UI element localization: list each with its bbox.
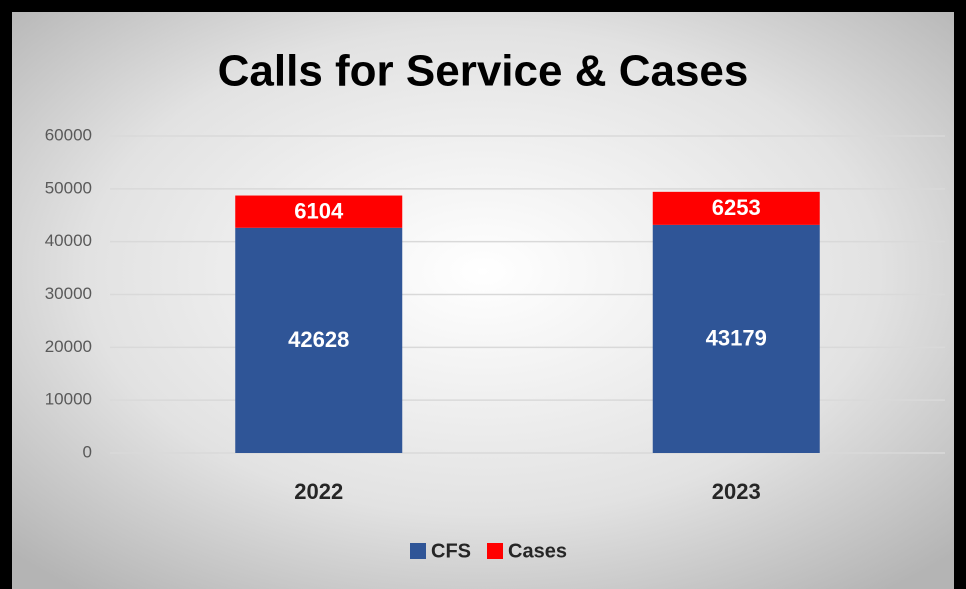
y-tick-label: 40000 [45,231,92,250]
legend-label: CFS [431,540,471,562]
legend-swatch [410,543,426,559]
y-tick-label: 10000 [45,390,92,409]
y-tick-label: 20000 [45,337,92,356]
chart-title: Calls for Service & Cases [218,47,749,96]
x-tick-label: 2023 [712,479,761,504]
y-tick-label: 50000 [45,178,92,197]
legend-label: Cases [508,540,567,562]
bar-segment [652,191,820,225]
data-label: 6104 [294,198,344,223]
data-label: 6253 [712,195,761,220]
y-tick-label: 60000 [45,125,92,144]
data-label: 43179 [706,326,767,351]
bar-segment [235,227,403,453]
data-label: 42628 [288,327,349,352]
bar-segment [235,195,403,228]
y-tick-label: 30000 [45,284,92,303]
x-tick-label: 2022 [294,479,343,504]
bar-segment [652,224,820,453]
y-tick-label: 0 [83,442,92,461]
legend-swatch [487,543,503,559]
